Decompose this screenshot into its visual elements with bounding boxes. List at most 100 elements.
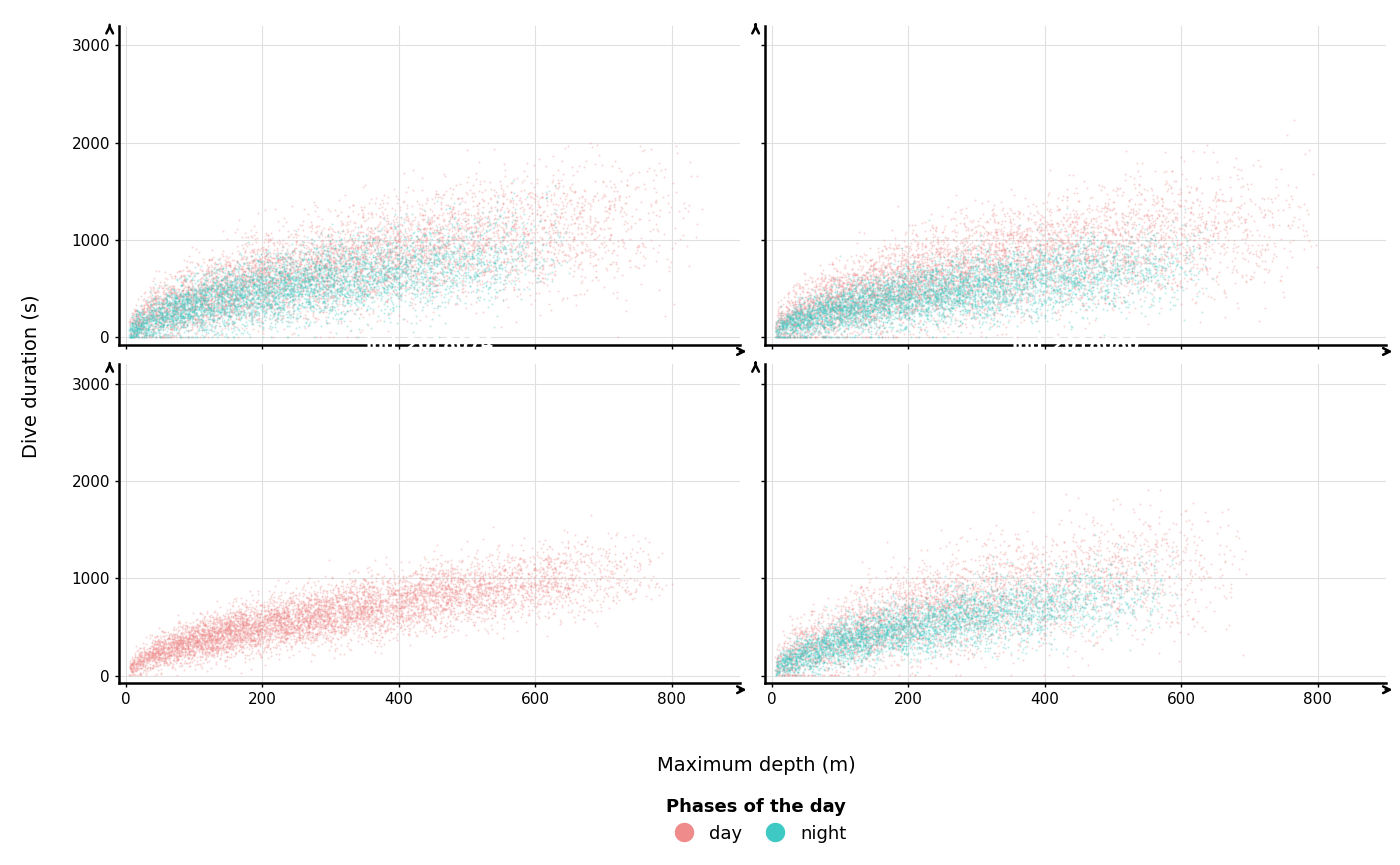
Point [963, 272, 986, 286]
Point [1079, 596, 1102, 610]
Point [924, 619, 946, 633]
Point [1051, 586, 1074, 599]
Point [377, 216, 399, 230]
Point [1142, 579, 1165, 593]
Point [924, 644, 946, 657]
Point [309, 275, 332, 289]
Point [204, 626, 227, 640]
Point [822, 279, 844, 293]
Point [869, 299, 892, 313]
Point [843, 656, 865, 670]
Point [844, 278, 867, 292]
Point [861, 631, 883, 645]
Point [274, 600, 297, 614]
Point [186, 635, 209, 649]
Point [505, 229, 528, 243]
Point [802, 642, 825, 656]
Point [1065, 581, 1088, 595]
Point [309, 595, 332, 609]
Point [319, 284, 342, 298]
Point [384, 240, 406, 253]
Point [871, 602, 893, 616]
Point [154, 314, 176, 328]
Point [193, 635, 216, 649]
Point [315, 278, 337, 292]
Point [330, 232, 353, 246]
Point [127, 313, 150, 327]
Point [979, 212, 1001, 226]
Point [1018, 265, 1040, 279]
Point [220, 278, 242, 292]
Point [802, 653, 825, 667]
Point [769, 662, 791, 676]
Point [766, 652, 788, 666]
Point [1067, 240, 1089, 253]
Point [840, 298, 862, 311]
Point [904, 298, 927, 311]
Point [858, 310, 881, 324]
Point [900, 312, 923, 326]
Point [965, 233, 987, 247]
Point [1084, 572, 1106, 586]
Point [953, 587, 976, 601]
Point [249, 604, 272, 618]
Point [307, 616, 329, 630]
Point [396, 229, 419, 243]
Point [504, 579, 526, 593]
Point [832, 644, 854, 657]
Point [889, 626, 911, 640]
Point [848, 285, 871, 298]
Point [196, 298, 218, 311]
Point [150, 320, 172, 334]
Point [210, 269, 232, 283]
Point [937, 598, 959, 612]
Point [445, 593, 468, 606]
Point [847, 276, 869, 290]
Point [848, 290, 871, 304]
Point [890, 602, 913, 616]
Point [923, 599, 945, 612]
Point [766, 327, 788, 341]
Point [606, 561, 629, 574]
Point [815, 640, 837, 654]
Point [314, 258, 336, 272]
Point [931, 291, 953, 304]
Point [913, 574, 935, 588]
Point [378, 609, 400, 623]
Point [309, 240, 332, 253]
Point [295, 609, 318, 623]
Point [174, 642, 196, 656]
Point [297, 641, 319, 655]
Point [318, 248, 340, 262]
Point [132, 304, 154, 318]
Point [329, 279, 351, 292]
Point [976, 614, 998, 628]
Point [298, 270, 321, 284]
Point [228, 288, 251, 302]
Point [952, 288, 974, 302]
Point [902, 313, 924, 327]
Point [335, 257, 357, 271]
Point [903, 254, 925, 268]
Point [130, 668, 153, 682]
Point [197, 300, 220, 314]
Point [260, 619, 283, 633]
Point [220, 311, 242, 324]
Point [246, 638, 269, 652]
Point [938, 259, 960, 272]
Point [872, 276, 895, 290]
Point [253, 618, 276, 632]
Point [923, 304, 945, 318]
Point [1030, 623, 1053, 637]
Point [879, 305, 902, 319]
Point [872, 606, 895, 619]
Point [125, 324, 147, 338]
Point [529, 551, 552, 565]
Point [818, 283, 840, 297]
Point [437, 294, 459, 308]
Point [872, 628, 895, 642]
Point [893, 289, 916, 303]
Point [554, 593, 577, 607]
Point [921, 274, 944, 288]
Point [965, 610, 987, 624]
